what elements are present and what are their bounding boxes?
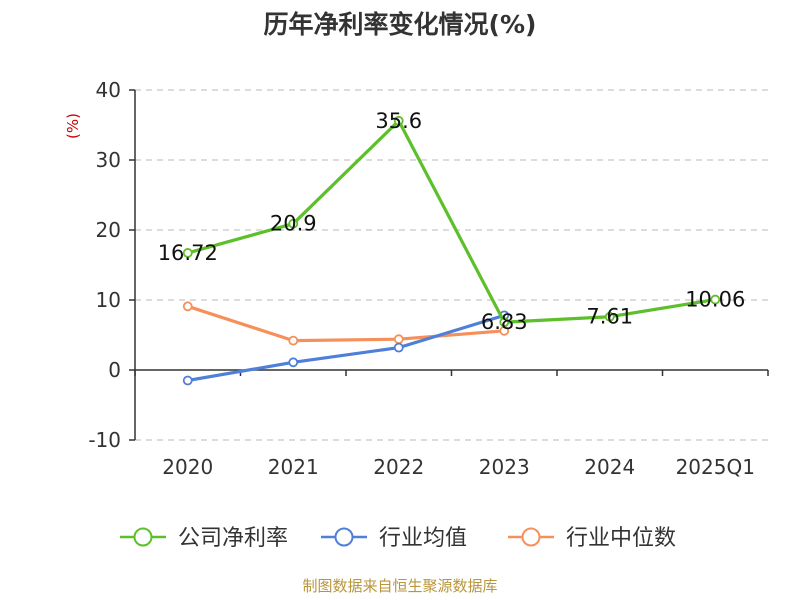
data-point[interactable] bbox=[182, 301, 193, 312]
data-labels: 16.72 20.9 35.6 6.83 7.61 10.06 bbox=[158, 109, 746, 334]
legend-item-2[interactable]: 行业中位数 bbox=[508, 526, 676, 551]
y-tick-label: 20 bbox=[96, 218, 121, 242]
data-point[interactable] bbox=[288, 335, 299, 346]
legend-item-1[interactable]: 行业均值 bbox=[321, 526, 467, 551]
data-point[interactable] bbox=[288, 357, 299, 368]
series-lines bbox=[182, 115, 721, 386]
chart-title: 历年净利率变化情况(%) bbox=[264, 10, 537, 39]
grid-lines bbox=[135, 89, 768, 441]
legend-swatch-marker bbox=[334, 527, 354, 547]
legend-label: 公司净利率 bbox=[178, 526, 288, 551]
y-tick-label: 40 bbox=[96, 78, 121, 102]
data-label: 20.9 bbox=[270, 212, 317, 236]
data-point[interactable] bbox=[288, 218, 299, 229]
data-point[interactable] bbox=[182, 248, 193, 258]
x-tick-label: 2020 bbox=[162, 455, 213, 479]
data-label: 16.72 bbox=[158, 241, 218, 265]
source-note: 制图数据来自恒生聚源数据库 bbox=[302, 577, 497, 595]
legend-label: 行业均值 bbox=[379, 526, 467, 551]
data-point[interactable] bbox=[393, 115, 404, 126]
series-line bbox=[187, 119, 716, 324]
y-tick-label: 30 bbox=[96, 148, 121, 172]
y-tick-label: 10 bbox=[96, 288, 121, 312]
y-tick-label: 0 bbox=[108, 358, 121, 382]
x-tick-label: 2023 bbox=[479, 455, 530, 479]
legend: 公司净利率 行业均值 行业中位数 bbox=[120, 526, 676, 551]
x-tick-label: 2021 bbox=[268, 455, 319, 479]
series-0 bbox=[182, 115, 721, 328]
data-point[interactable] bbox=[393, 342, 404, 353]
y-axis-label: (%) bbox=[64, 113, 82, 139]
series-1 bbox=[182, 310, 510, 386]
data-label: 7.61 bbox=[586, 305, 633, 329]
x-tick-label: 2022 bbox=[373, 455, 424, 479]
y-tick-label: -10 bbox=[88, 428, 121, 452]
data-point[interactable] bbox=[499, 317, 510, 328]
data-label: 35.6 bbox=[375, 109, 422, 133]
data-point[interactable] bbox=[393, 334, 404, 345]
axes: 40 30 20 10 0 -10 2020 2021 2022 2023 2024 2025Q1 bbox=[88, 78, 769, 479]
data-point[interactable] bbox=[710, 294, 721, 305]
data-point[interactable] bbox=[182, 375, 193, 386]
data-label: 6.83 bbox=[481, 310, 528, 334]
series-line bbox=[187, 313, 505, 383]
legend-swatch-marker bbox=[521, 527, 541, 547]
series-2 bbox=[182, 301, 510, 346]
data-label: 10.06 bbox=[685, 288, 745, 312]
legend-label: 行业中位数 bbox=[566, 526, 676, 551]
x-tick-label: 2024 bbox=[584, 455, 635, 479]
x-tick-label: 2025Q1 bbox=[676, 455, 755, 479]
legend-item-0[interactable]: 公司净利率 bbox=[120, 526, 288, 551]
series-line bbox=[187, 304, 505, 343]
legend-swatch-marker bbox=[133, 527, 153, 547]
data-point[interactable] bbox=[604, 311, 615, 322]
